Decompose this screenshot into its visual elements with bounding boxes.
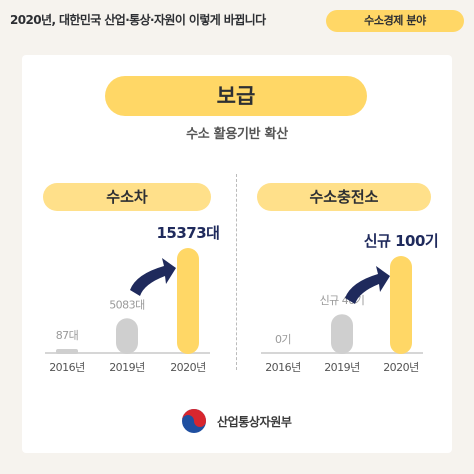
taegeuk-icon [182,409,206,433]
bar [177,248,199,354]
category-badge: 수소경제 분야 [326,10,464,32]
header-title: 2020년, 대한민국 산업·통상·자원이 이렇게 바뀝니다 [10,13,266,27]
data-label: 신규 100기 [364,232,438,250]
data-label: 5083대 [109,298,145,311]
curved-arrow-icon [345,266,390,304]
bar [390,256,412,354]
chart-title-stations: 수소충전소 [257,183,431,211]
bar [56,349,78,354]
tick-label: 2016년 [265,361,301,374]
data-label: 0기 [275,333,291,346]
tick-label: 2019년 [109,361,145,374]
header-bar: 2020년, 대한민국 산업·통상·자원이 이렇게 바뀝니다 수소경제 분야 [0,0,474,40]
data-label: 87대 [56,329,79,342]
main-title: 보급 [105,76,367,116]
tick-label: 2016년 [49,361,85,374]
footer-logo: 산업통상자원부 [0,408,474,434]
data-label: 15373대 [157,224,220,242]
content-card [22,55,452,453]
bar [116,318,138,354]
curved-arrow-icon [130,258,176,296]
ministry-name: 산업통상자원부 [217,415,292,429]
bar [331,314,353,354]
section-divider [236,174,237,370]
tick-label: 2020년 [383,361,419,374]
tick-label: 2020년 [170,361,206,374]
chart-title-vehicles: 수소차 [43,183,211,211]
main-subtitle: 수소 활용기반 확산 [186,127,288,142]
tick-label: 2019년 [324,361,360,374]
